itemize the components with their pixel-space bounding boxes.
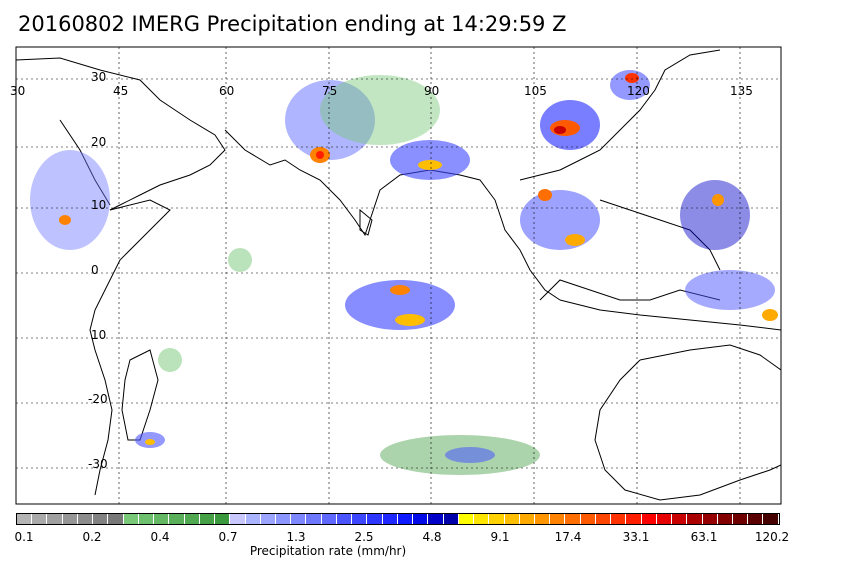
colorbar-tick-label: 1.3 [286,530,306,544]
colorbar-swatch [687,514,703,524]
colorbar-swatch [32,514,48,524]
colorbar-swatch [260,514,276,524]
colorbar-swatch [154,514,170,524]
lon-label-45: 45 [113,84,128,98]
colorbar-tick-label: 0.4 [150,530,170,544]
colorbar-swatch [215,514,231,524]
lon-label-30: 30 [10,84,25,98]
colorbar-swatch [336,514,353,524]
colorbar-swatch [580,514,596,524]
colorbar-swatch [291,514,307,524]
lat-label-0: 0 [91,263,99,277]
lat-label-minus-20: -20 [88,392,108,406]
colorbar-swatch [169,514,185,524]
colorbar-swatch [550,514,566,524]
colorbar-swatch [413,514,429,524]
colorbar-swatch [382,514,398,524]
colorbar-swatch [123,514,139,524]
colorbar-swatch [702,514,718,524]
colorbar-swatch [199,514,216,524]
lon-label-90: 90 [424,84,439,98]
colorbar-tick-label: 4.8 [422,530,442,544]
colorbar-swatch [17,514,33,524]
colorbar-swatch [672,514,688,524]
colorbar-swatch [641,514,657,524]
lon-label-120: 120 [627,84,650,98]
colorbar-swatch [47,514,63,524]
lat-label-30: 30 [91,70,106,84]
colorbar-swatch [230,514,246,524]
lat-label-10: 10 [91,198,106,212]
colorbar-swatch [474,514,490,524]
colorbar-swatch [77,514,94,524]
graticule [16,47,781,504]
lat-label-20: 20 [91,135,106,149]
colorbar-tick-label: 63.1 [690,530,718,544]
colorbar-swatch [611,514,627,524]
colorbar-tick-label: 33.1 [622,530,650,544]
lon-label-135: 135 [730,84,753,98]
colorbar-swatch [138,514,155,524]
map-area [16,47,781,504]
colorbar-swatch [184,514,200,524]
colorbar-swatch [717,514,734,524]
colorbar-swatch [504,514,520,524]
map-frame [15,46,782,505]
colorbar-swatch [108,514,124,524]
colorbar-swatch [367,514,383,524]
lat-label-minus-30: -30 [88,457,108,471]
colorbar-swatch [443,514,459,524]
colorbar-swatch [428,514,444,524]
precipitation-field [30,70,778,475]
colorbar-swatch [748,514,764,524]
colorbar-swatch [62,514,78,524]
map-title: 20160802 IMERG Precipitation ending at 1… [18,12,567,36]
lon-label-75: 75 [322,84,337,98]
colorbar-swatch [489,514,505,524]
colorbar-tick-label: 120.2 [754,530,790,544]
colorbar-tick-label: 0.7 [218,530,238,544]
colorbar-swatch [245,514,261,524]
colorbar-swatch [275,514,292,524]
colorbar [16,513,780,525]
colorbar-swatch [656,514,673,524]
colorbar-swatch [534,514,551,524]
colorbar-tick-label: 0.2 [82,530,102,544]
colorbar-tick-label: 9.1 [490,530,510,544]
coastlines [16,49,781,501]
lon-label-60: 60 [219,84,234,98]
colorbar-tick-label: 17.4 [554,530,582,544]
colorbar-tick-label: 2.5 [354,530,374,544]
colorbar-swatch [397,514,414,524]
lat-label-minus-10: 10 [91,328,106,342]
lon-label-105: 105 [524,84,547,98]
colorbar-swatch [519,514,535,524]
colorbar-swatch [352,514,368,524]
colorbar-swatch [733,514,749,524]
colorbar-swatch [626,514,642,524]
colorbar-swatch [306,514,322,524]
colorbar-tick-label: 0.1 [14,530,34,544]
colorbar-swatch [595,514,612,524]
colorbar-swatch [321,514,337,524]
colorbar-title: Precipitation rate (mm/hr) [249,544,407,558]
colorbar-swatch [458,514,475,524]
colorbar-swatch [565,514,581,524]
colorbar-swatch [93,514,109,524]
colorbar-swatch [763,514,779,524]
